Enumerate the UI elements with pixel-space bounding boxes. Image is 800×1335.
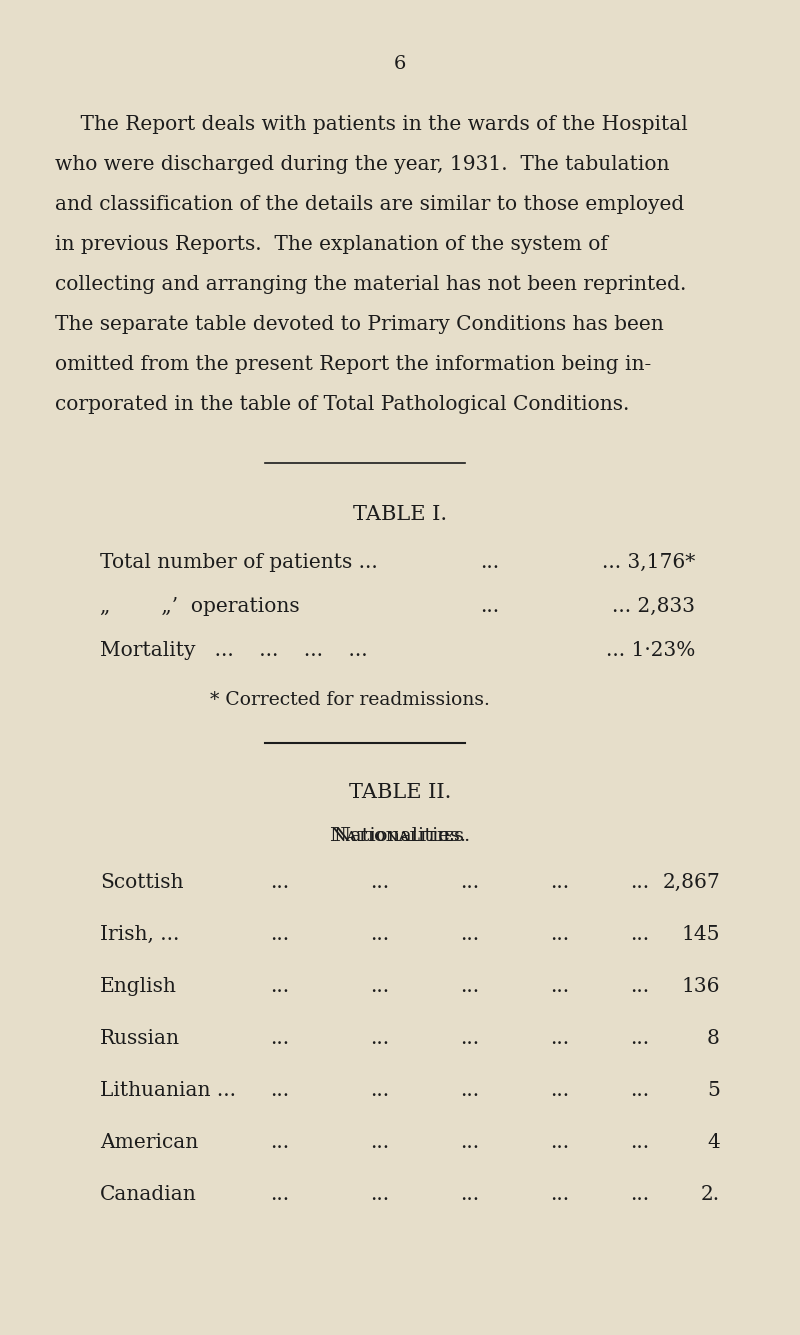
Text: ...: ... — [630, 977, 649, 996]
Text: 8: 8 — [707, 1029, 720, 1048]
Text: who were discharged during the year, 1931.  The tabulation: who were discharged during the year, 193… — [55, 155, 670, 174]
Text: 145: 145 — [682, 925, 720, 944]
Text: ... 1·23%: ... 1·23% — [606, 641, 695, 659]
Text: TABLE II.: TABLE II. — [349, 784, 451, 802]
Text: ...: ... — [370, 1081, 389, 1100]
Text: ...: ... — [370, 925, 389, 944]
Text: ...: ... — [630, 1185, 649, 1204]
Text: ...: ... — [550, 1081, 569, 1100]
Text: ...: ... — [370, 873, 389, 892]
Text: Mortality   ...    ...    ...    ...: Mortality ... ... ... ... — [100, 641, 368, 659]
Text: 6: 6 — [394, 55, 406, 73]
Text: ...: ... — [270, 873, 289, 892]
Text: ...: ... — [270, 1185, 289, 1204]
Text: „        „’  operations: „ „’ operations — [100, 597, 300, 615]
Text: ...: ... — [550, 873, 569, 892]
Text: ...: ... — [550, 1133, 569, 1152]
Text: ...: ... — [460, 925, 479, 944]
Text: 2,867: 2,867 — [662, 873, 720, 892]
Text: ...: ... — [370, 977, 389, 996]
Text: ...: ... — [630, 1029, 649, 1048]
Text: Lithuanian ...: Lithuanian ... — [100, 1081, 236, 1100]
Text: Total number of patients ...: Total number of patients ... — [100, 553, 378, 571]
Text: English: English — [100, 977, 177, 996]
Text: ...: ... — [460, 1185, 479, 1204]
Text: ...: ... — [460, 873, 479, 892]
Text: ...: ... — [270, 977, 289, 996]
Text: Nationalities.: Nationalities. — [334, 826, 466, 845]
Text: ...: ... — [630, 873, 649, 892]
Text: Russian: Russian — [100, 1029, 180, 1048]
Text: collecting and arranging the material has not been reprinted.: collecting and arranging the material ha… — [55, 275, 686, 294]
Text: 136: 136 — [682, 977, 720, 996]
Text: ...: ... — [270, 1133, 289, 1152]
Text: and classification of the details are similar to those employed: and classification of the details are si… — [55, 195, 684, 214]
Text: ...: ... — [270, 925, 289, 944]
Text: ...: ... — [481, 597, 499, 615]
Text: ... 2,833: ... 2,833 — [612, 597, 695, 615]
Text: TABLE I.: TABLE I. — [353, 505, 447, 525]
Text: Canadian: Canadian — [100, 1185, 197, 1204]
Text: in previous Reports.  The explanation of the system of: in previous Reports. The explanation of … — [55, 235, 608, 254]
Text: 4: 4 — [707, 1133, 720, 1152]
Text: 2.: 2. — [701, 1185, 720, 1204]
Text: ...: ... — [630, 1081, 649, 1100]
Text: ...: ... — [270, 1081, 289, 1100]
Text: 5: 5 — [707, 1081, 720, 1100]
Text: The Report deals with patients in the wards of the Hospital: The Report deals with patients in the wa… — [55, 115, 688, 134]
Text: ...: ... — [550, 1185, 569, 1204]
Text: ...: ... — [630, 1133, 649, 1152]
Text: Scottish: Scottish — [100, 873, 183, 892]
Text: ...: ... — [630, 925, 649, 944]
Text: American: American — [100, 1133, 198, 1152]
Text: Nᴀᴛɪᴏɴᴀʟɪᴛɪᴇѕ.: Nᴀᴛɪᴏɴᴀʟɪᴛɪᴇѕ. — [330, 826, 470, 845]
Text: ...: ... — [481, 553, 499, 571]
Text: ... 3,176*: ... 3,176* — [602, 553, 695, 571]
Text: ...: ... — [550, 925, 569, 944]
Text: Irish, ...: Irish, ... — [100, 925, 179, 944]
Text: ...: ... — [550, 977, 569, 996]
Text: The separate table devoted to Primary Conditions has been: The separate table devoted to Primary Co… — [55, 315, 664, 334]
Text: ...: ... — [370, 1185, 389, 1204]
Text: ...: ... — [460, 1029, 479, 1048]
Text: * Corrected for readmissions.: * Corrected for readmissions. — [210, 692, 490, 709]
Text: ...: ... — [460, 1133, 479, 1152]
Text: ...: ... — [550, 1029, 569, 1048]
Text: corporated in the table of Total Pathological Conditions.: corporated in the table of Total Patholo… — [55, 395, 630, 414]
Text: ...: ... — [370, 1133, 389, 1152]
Text: omitted from the present Report the information being in-: omitted from the present Report the info… — [55, 355, 651, 374]
Text: ...: ... — [270, 1029, 289, 1048]
Text: ...: ... — [370, 1029, 389, 1048]
Text: ...: ... — [460, 1081, 479, 1100]
Text: ...: ... — [460, 977, 479, 996]
